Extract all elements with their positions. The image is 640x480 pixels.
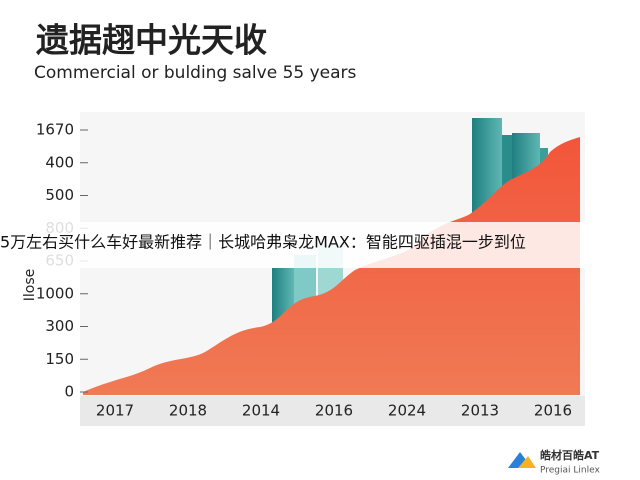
y-label: 500: [45, 186, 74, 204]
area: [83, 137, 580, 395]
title: 遗据趐中光天收: [36, 21, 267, 60]
logo: 皓材百皓AT Pregiai Linlex: [508, 448, 600, 476]
x-label: 2016: [534, 402, 572, 420]
x-label: 2018: [169, 402, 207, 420]
y-label: 400: [45, 153, 74, 171]
x-label: 2014: [242, 402, 280, 420]
y-label: 1000: [36, 284, 74, 302]
x-label: 2013: [461, 402, 499, 420]
y-axis-title: Ilose: [22, 269, 38, 302]
x-label: 2016: [315, 402, 353, 420]
subtitle: Commercial or bulding salve 55 years: [34, 63, 357, 83]
logo-tagline: Pregiai Linlex: [540, 466, 600, 476]
y-label: 1670: [36, 121, 74, 139]
x-axis: 2017 2018 2014 2016 2024 2013 2016: [96, 402, 572, 420]
y-label: 0: [64, 383, 74, 401]
banner-text: 5万左右买什么车好最新推荐｜长城哈弗枭龙MAX：智能四驱插混一步到位: [0, 233, 526, 252]
x-label: 2024: [388, 402, 426, 420]
x-axis-band: [80, 396, 585, 426]
y-label: 300: [45, 317, 74, 335]
banner: [0, 222, 640, 268]
logo-name: 皓材百皓AT: [540, 448, 600, 462]
x-label: 2017: [96, 402, 134, 420]
y-label: 150: [45, 350, 74, 368]
